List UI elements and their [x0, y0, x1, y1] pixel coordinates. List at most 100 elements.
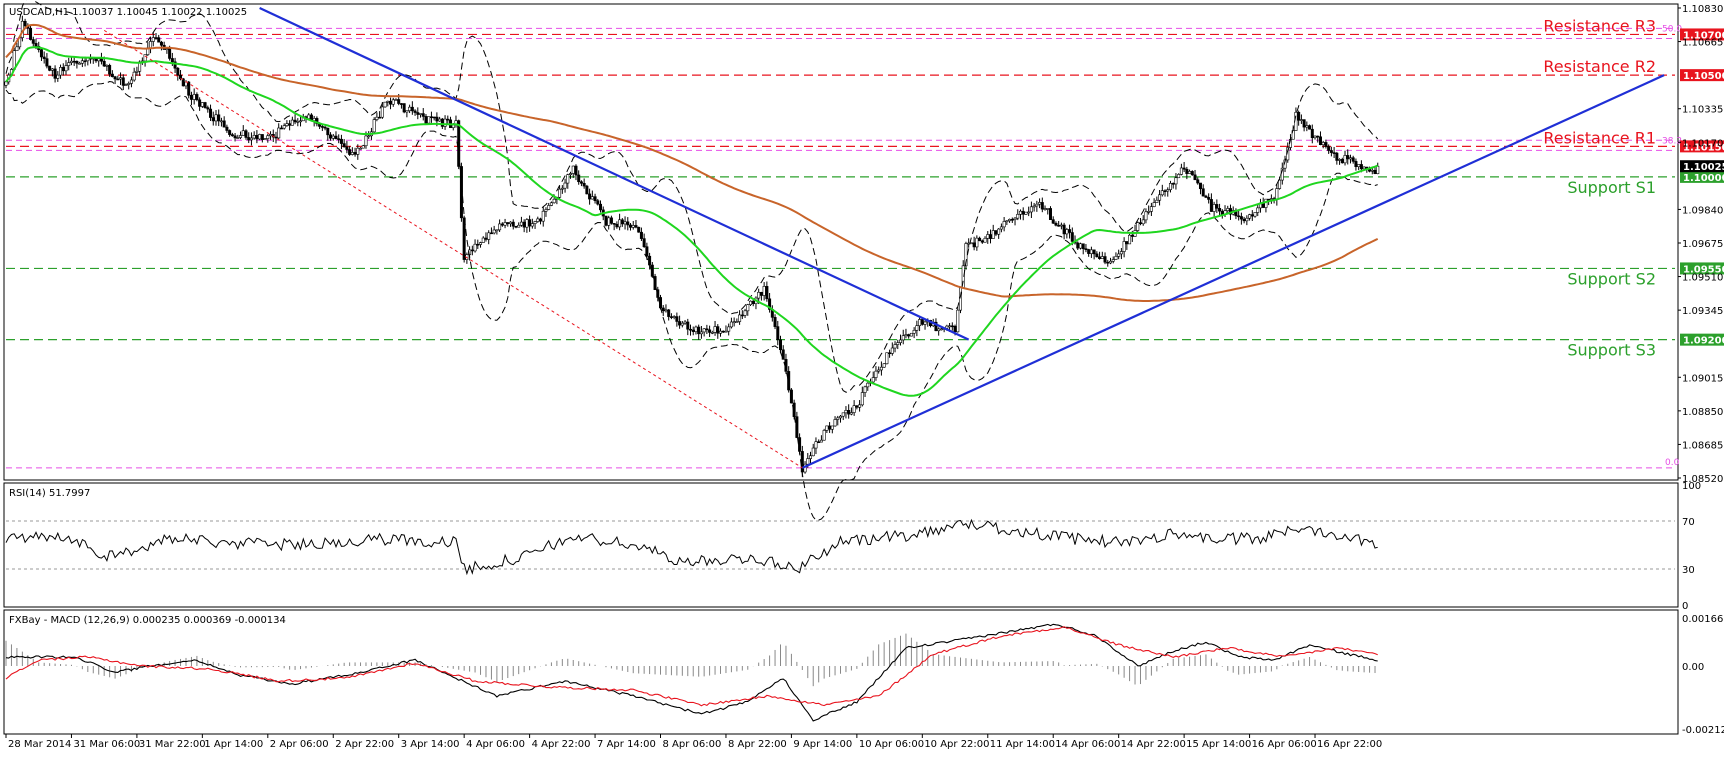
- candle-body: [334, 135, 338, 139]
- candle-body: [1185, 168, 1189, 174]
- candle-body: [574, 165, 578, 176]
- candle-body: [293, 119, 297, 123]
- candle-body: [323, 126, 327, 129]
- price-tag-label: 1.10500: [1683, 71, 1724, 82]
- candle-body: [705, 328, 709, 331]
- price-axis-label: 1.10830: [1682, 4, 1723, 15]
- candle-body: [781, 349, 785, 360]
- candle-body: [560, 187, 564, 190]
- candle-body: [45, 58, 49, 67]
- candle-body: [858, 404, 862, 408]
- candle-body: [997, 228, 1001, 235]
- candle-body: [1168, 183, 1172, 190]
- candle-body: [1329, 150, 1333, 153]
- candle-body: [958, 287, 962, 311]
- level-name: Support S1: [1567, 178, 1656, 197]
- candle-body: [361, 145, 365, 149]
- candle-body: [506, 222, 510, 225]
- candle-body: [948, 325, 952, 328]
- candle-body: [680, 322, 684, 326]
- candle-body: [514, 225, 518, 228]
- candle-body: [69, 60, 73, 63]
- price-axis-label: 1.09840: [1682, 205, 1723, 216]
- candle-body: [1136, 222, 1140, 231]
- candle-body: [31, 39, 35, 44]
- candle-body: [612, 223, 616, 225]
- candle-body: [729, 321, 733, 328]
- candle-body: [1057, 224, 1061, 227]
- candle-body: [1215, 204, 1219, 209]
- candle-body: [320, 126, 324, 128]
- candle-body: [1008, 218, 1012, 222]
- candle-body: [582, 183, 586, 187]
- candle-body: [348, 149, 352, 155]
- candle-body: [331, 135, 335, 139]
- candle-body: [1250, 214, 1254, 217]
- candle-body: [1103, 256, 1107, 263]
- candle-body: [127, 83, 131, 85]
- candle-body: [849, 412, 853, 415]
- price-tag-box: [1680, 262, 1724, 275]
- candle-body: [609, 217, 613, 224]
- candle-body: [1308, 125, 1312, 130]
- candle-body: [558, 188, 562, 198]
- candle-body: [1177, 174, 1181, 179]
- candle-body: [1155, 199, 1159, 203]
- candle-body: [1152, 202, 1156, 207]
- candle-body: [1098, 256, 1102, 259]
- candle-body: [708, 329, 712, 333]
- candle-body: [650, 264, 654, 277]
- candle-body: [383, 101, 387, 108]
- candle-body: [443, 118, 447, 127]
- candle-body: [1253, 212, 1257, 217]
- candle-body: [713, 326, 717, 333]
- candle-body: [484, 237, 488, 240]
- candle-body: [260, 134, 264, 140]
- candle-body: [1013, 217, 1017, 220]
- time-axis-label: 7 Apr 14:00: [597, 739, 656, 750]
- candle-body: [879, 366, 883, 371]
- candle-body: [1068, 229, 1072, 233]
- candle-body: [1092, 249, 1096, 255]
- candle-body: [277, 127, 281, 139]
- candle-body: [536, 218, 540, 222]
- candle-body: [350, 152, 354, 155]
- candle-body: [1054, 222, 1058, 226]
- candle-body: [975, 237, 979, 248]
- candle-body: [920, 319, 924, 325]
- candle-body: [787, 371, 791, 391]
- candle-body: [509, 221, 513, 225]
- candle-body: [593, 196, 597, 201]
- candle-body: [1179, 167, 1183, 175]
- candle-body: [23, 20, 27, 27]
- price-axis-label: 1.09675: [1682, 239, 1723, 250]
- candle-body: [1147, 211, 1151, 213]
- candle-body: [656, 289, 660, 298]
- time-axis-label: 2 Apr 22:00: [335, 739, 394, 750]
- candle-body: [1302, 119, 1306, 128]
- candle-body: [500, 223, 504, 226]
- candle-body: [738, 314, 742, 322]
- price-tag-label: 1.10150: [1683, 142, 1724, 153]
- candle-body: [459, 166, 463, 219]
- time-axis-label: 28 Mar 2014: [8, 739, 71, 750]
- candle-body: [1346, 155, 1350, 160]
- candle-body: [749, 300, 753, 305]
- price-chart: 0.0 Resistance R3 50.0 Resistance R2 Resista…: [4, 0, 1682, 521]
- candle-body: [1354, 161, 1358, 167]
- candle-body: [1158, 194, 1162, 201]
- candle-body: [189, 94, 193, 100]
- candle-body: [661, 307, 665, 312]
- candle-body: [239, 135, 243, 138]
- candle-body: [230, 134, 234, 137]
- candle-body: [645, 246, 649, 257]
- rsi-axis-label: 30: [1682, 565, 1695, 576]
- candle-body: [391, 99, 395, 105]
- candle-body: [669, 316, 673, 318]
- bollinger-upper: [5, 0, 1379, 393]
- candle-body: [143, 54, 147, 62]
- candle-body: [129, 79, 133, 84]
- candle-body: [113, 76, 117, 80]
- macd-chart: [5, 623, 1378, 722]
- candle-body: [969, 242, 973, 245]
